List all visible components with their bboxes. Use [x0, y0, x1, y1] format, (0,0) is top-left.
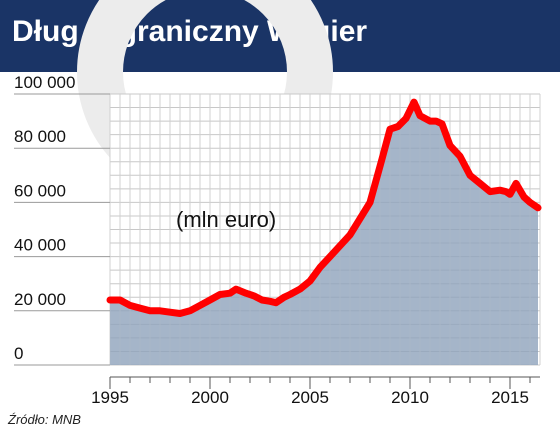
series-line	[106, 98, 542, 317]
y-tick-label: 80 000	[14, 127, 66, 146]
y-tick-label: 40 000	[14, 236, 66, 255]
y-tick-label: 60 000	[14, 181, 66, 200]
x-tick-label: 1995	[91, 388, 129, 407]
y-tick-label: 100 000	[14, 73, 75, 92]
x-tick-label: 2010	[391, 388, 429, 407]
plot-area: 0 20 000 40 000 60 000 80 000 100 000 1995 2000…	[14, 73, 542, 407]
source-note: Źródło: MNB	[8, 412, 81, 427]
x-tick-label: 2005	[291, 388, 329, 407]
unit-annotation: (mln euro)	[176, 207, 276, 232]
y-tick-label: 20 000	[14, 290, 66, 309]
y-tick-label: 0	[14, 344, 23, 363]
x-tick-label: 2015	[491, 388, 529, 407]
x-tick-label: 2000	[191, 388, 229, 407]
